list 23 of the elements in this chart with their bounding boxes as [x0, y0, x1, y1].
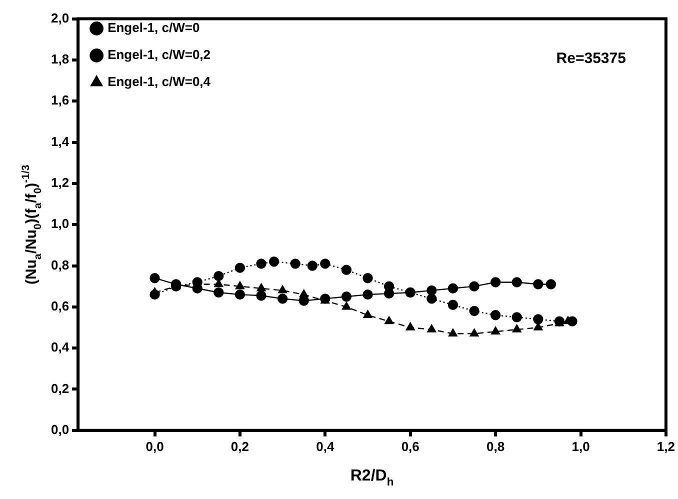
y-tick-label: 1,0	[50, 216, 70, 232]
x-tick-label: 0,6	[401, 438, 420, 454]
x-tick-label: 0,2	[230, 438, 249, 454]
y-tick-label: 0,8	[50, 257, 70, 272]
text: (Nua/Nu0)(fa/f0)-1/3	[20, 164, 44, 284]
annotation: Re=35375	[556, 50, 626, 67]
legend-label: Engel-1, c/W=0	[108, 20, 200, 36]
x-tick-label: 0,4	[316, 438, 335, 454]
y-tick-label: 0,0	[50, 422, 70, 437]
x-tick-label: 0,0	[146, 438, 164, 454]
y-tick-label: 0,2	[50, 380, 70, 396]
y-tick-label: 2,0	[50, 10, 70, 26]
y-tick-label: 1,6	[50, 92, 70, 108]
x-tick-label: 1,2	[656, 438, 676, 454]
y-tick-label: 1,8	[50, 52, 70, 67]
y-tick-label: 1,2	[50, 175, 70, 190]
x-tick-label: 1,0	[572, 438, 590, 454]
legend-label: Engel-1, c/W=0,4	[108, 74, 212, 90]
x-tick-label: 0,8	[486, 438, 505, 454]
y-tick-label: 0,4	[50, 340, 70, 355]
y-tick-label: 0,6	[50, 298, 70, 314]
y-tick-label: 1,4	[50, 134, 70, 149]
legend-label: Engel-1, c/W=0,2	[108, 47, 211, 62]
